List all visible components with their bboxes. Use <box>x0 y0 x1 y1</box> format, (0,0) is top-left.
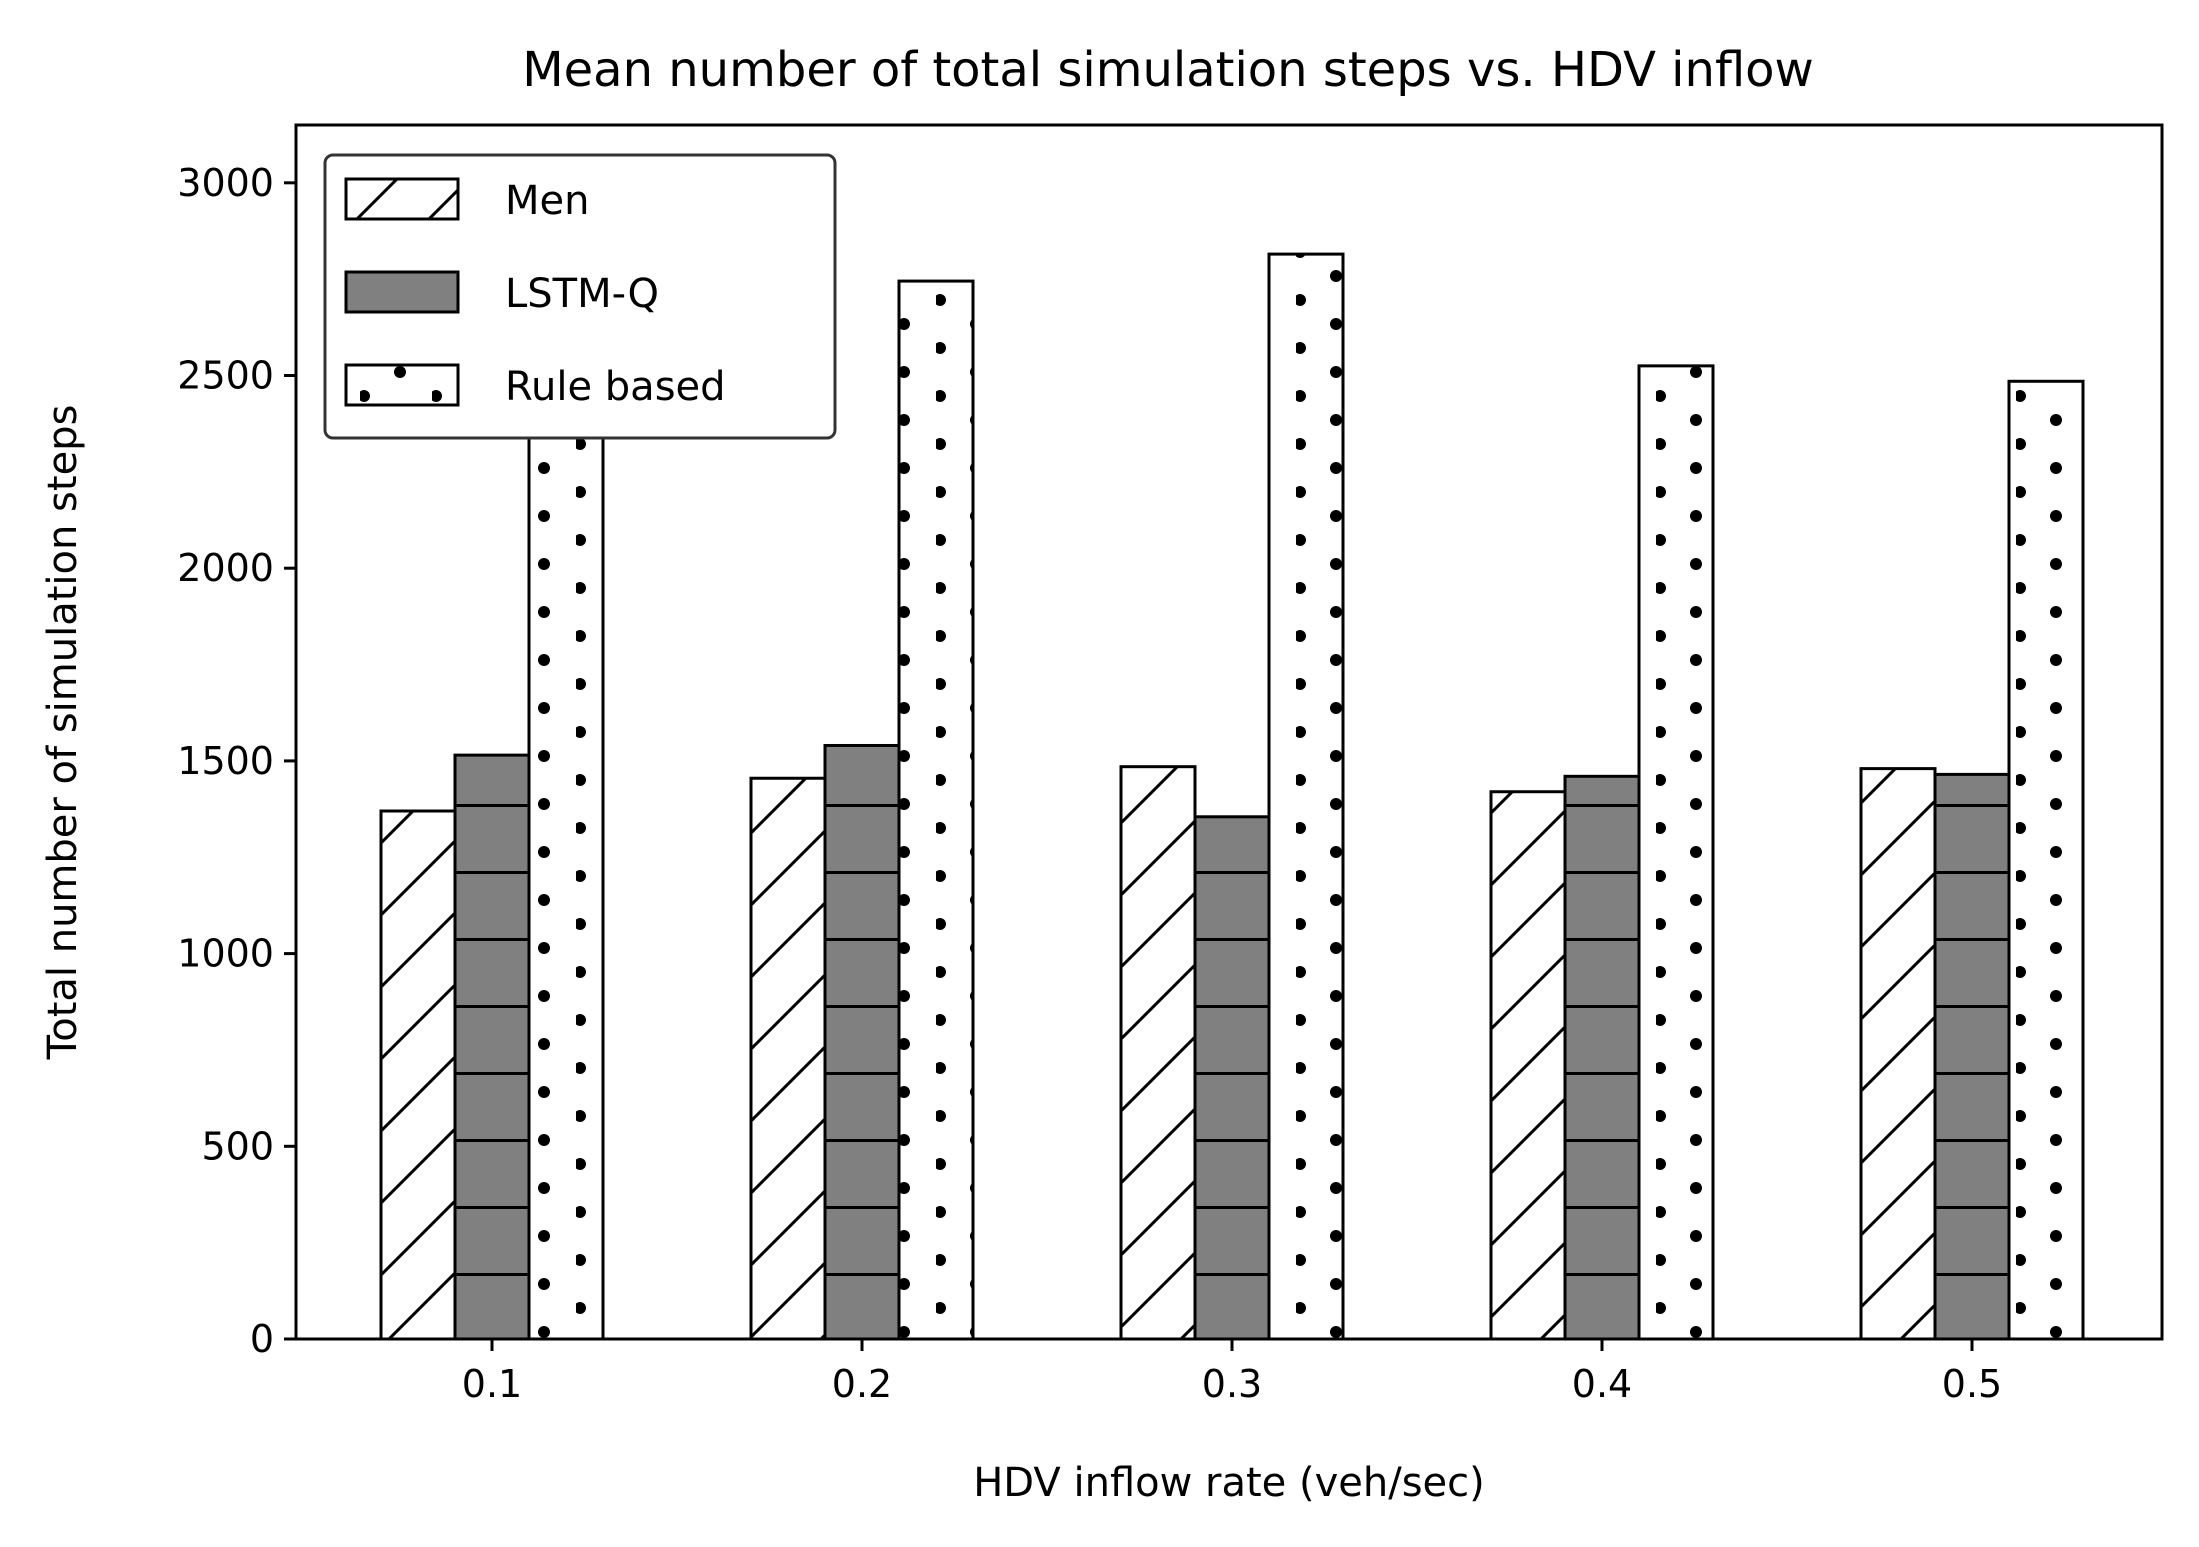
legend: Men LSTM-Q Rule based <box>323 153 837 440</box>
legend-swatch-rule-based <box>344 363 460 407</box>
x-tick-label: 0.4 <box>1572 1362 1632 1406</box>
y-tick-label: 0 <box>250 1317 274 1361</box>
bar-men-0-3 <box>1119 765 1197 1341</box>
bar-men-0-4 <box>1489 790 1567 1341</box>
bar-men-0-2 <box>749 776 827 1341</box>
chart-title: Mean number of total simulation steps vs… <box>522 42 1814 98</box>
y-tick-label: 2000 <box>177 546 274 590</box>
bar-lstm-q-0-4 <box>1563 774 1641 1341</box>
bar-rule-based-0-3 <box>1267 252 1345 1341</box>
bar-rule-based-0-2 <box>897 279 975 1341</box>
x-axis-label: HDV inflow rate (veh/sec) <box>973 1460 1485 1506</box>
legend-label-lstmq: LSTM-Q <box>505 271 659 317</box>
y-tick-label: 1500 <box>177 739 274 783</box>
y-tick-label: 500 <box>201 1124 274 1168</box>
x-tick-label: 0.2 <box>832 1362 892 1406</box>
bar-lstm-q-0-5 <box>1933 772 2011 1341</box>
y-tick-label: 2500 <box>177 354 274 398</box>
legend-swatch-lstmq <box>344 270 460 314</box>
legend-label-men: Men <box>505 178 589 224</box>
x-tick-label: 0.3 <box>1202 1362 1262 1406</box>
y-tick-label: 1000 <box>177 932 274 976</box>
bar-lstm-q-0-1 <box>453 753 531 1341</box>
y-tick-label: 3000 <box>177 161 274 205</box>
bar-men-0-1 <box>379 809 457 1341</box>
bar-rule-based-0-5 <box>2007 379 2085 1341</box>
x-tick-label: 0.5 <box>1942 1362 2002 1406</box>
x-axis-ticks: 0.1 0.2 0.3 0.4 0.5 <box>462 1339 2002 1406</box>
y-axis-ticks: 0 500 1000 1500 2000 2500 3000 <box>177 161 296 1361</box>
legend-swatch-men <box>344 177 460 221</box>
y-axis-label: Total number of simulation steps <box>40 405 86 1061</box>
legend-label-rule-based: Rule based <box>505 364 726 410</box>
plot-frame <box>294 123 2164 1341</box>
x-tick-label: 0.1 <box>462 1362 522 1406</box>
bar-lstm-q-0-3 <box>1193 815 1271 1341</box>
bar-lstm-q-0-2 <box>823 743 901 1341</box>
bar-men-0-5 <box>1859 767 1937 1341</box>
bar-rule-based-0-4 <box>1637 364 1715 1341</box>
